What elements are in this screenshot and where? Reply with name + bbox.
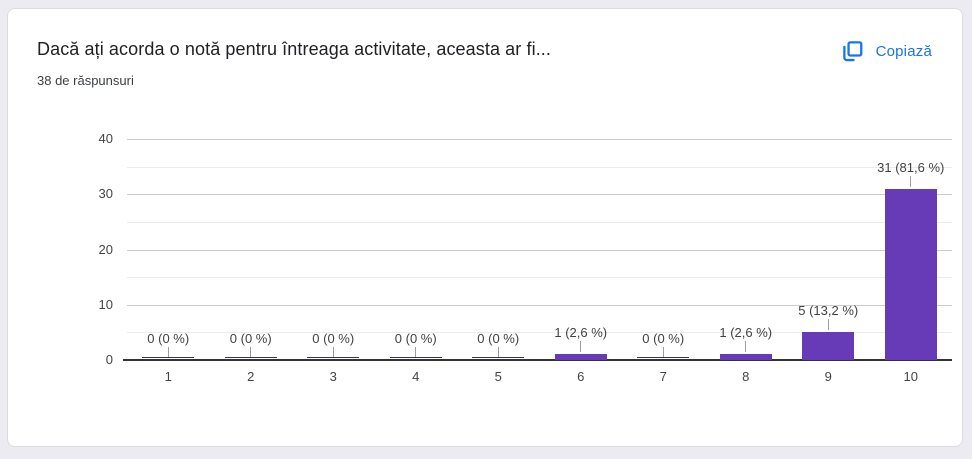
major-gridline	[127, 304, 952, 306]
bar-value-label: 0 (0 %)	[477, 331, 520, 346]
x-axis-label: 4	[412, 369, 420, 384]
x-axis-label: 5	[494, 369, 502, 384]
card-header: Dacă ați acorda o notă pentru întreaga a…	[37, 39, 938, 88]
y-axis-label: 0	[105, 352, 113, 367]
bar-value-label: 0 (0 %)	[642, 331, 685, 346]
zero-bar[interactable]	[472, 357, 525, 358]
plot-area: 0 (0 %) 0 (0 %) 0 (0 %) 0 (0 %) 0 (0 %) 1 (2,…	[123, 139, 952, 361]
y-axis-label: 30	[98, 186, 113, 202]
copy-icon	[840, 39, 865, 64]
bar-value-label: 1 (2,6 %)	[554, 325, 608, 341]
zero-bar[interactable]	[224, 357, 277, 358]
leader-line	[250, 347, 252, 358]
leader-line	[910, 175, 912, 187]
zero-bar[interactable]	[307, 357, 360, 358]
leader-line	[745, 341, 747, 353]
bar-value-label: 0 (0 %)	[229, 331, 272, 346]
x-axis-line	[123, 359, 952, 361]
zero-bar[interactable]	[389, 357, 442, 358]
bar-chart: 0 (0 %) 0 (0 %) 0 (0 %) 0 (0 %) 0 (0 %) 1 (2,…	[8, 9, 962, 446]
bar-value-label: 0 (0 %)	[147, 331, 190, 346]
zero-bar[interactable]	[637, 357, 690, 358]
x-axis-label: 8	[742, 369, 750, 384]
copy-button-label: Copiază	[875, 43, 932, 60]
x-axis-label: 9	[824, 369, 832, 384]
minor-gridline	[127, 277, 952, 279]
x-axis-label: 6	[577, 369, 585, 384]
leader-line	[827, 319, 829, 331]
results-card: Dacă ați acorda o notă pentru întreaga a…	[7, 8, 963, 447]
minor-gridline	[127, 332, 952, 334]
major-gridline	[127, 194, 952, 196]
minor-gridline	[127, 166, 952, 168]
leader-line	[415, 347, 417, 358]
minor-gridline	[127, 221, 952, 223]
x-axis-label: 10	[903, 369, 918, 384]
leader-line	[662, 347, 664, 358]
bar-value-label: 1 (2,6 %)	[719, 325, 773, 341]
x-axis-label: 3	[329, 369, 337, 384]
x-axis-label: 7	[659, 369, 667, 384]
leader-line	[497, 347, 499, 358]
bar[interactable]	[719, 354, 772, 360]
leader-line	[167, 347, 169, 358]
y-axis-label: 10	[98, 296, 113, 312]
copy-button[interactable]: Copiază	[834, 35, 938, 68]
bar[interactable]	[554, 354, 607, 360]
x-axis-label: 2	[247, 369, 255, 384]
major-gridline	[127, 139, 952, 140]
y-axis-label: 40	[98, 131, 113, 146]
y-axis-label: 20	[98, 241, 113, 257]
question-title: Dacă ați acorda o notă pentru întreaga a…	[37, 39, 551, 59]
x-axis-label: 1	[164, 369, 172, 384]
bar-value-label: 31 (81,6 %)	[877, 159, 945, 175]
major-gridline	[127, 249, 952, 251]
response-count: 38 de răspunsuri	[37, 73, 134, 88]
bar[interactable]	[884, 188, 937, 360]
bar-value-label: 0 (0 %)	[394, 331, 437, 346]
bar-value-label: 0 (0 %)	[312, 331, 355, 346]
leader-line	[580, 341, 582, 353]
bar[interactable]	[802, 332, 855, 360]
bar-value-label: 5 (13,2 %)	[798, 303, 859, 319]
zero-bar[interactable]	[142, 357, 195, 358]
leader-line	[332, 347, 334, 358]
